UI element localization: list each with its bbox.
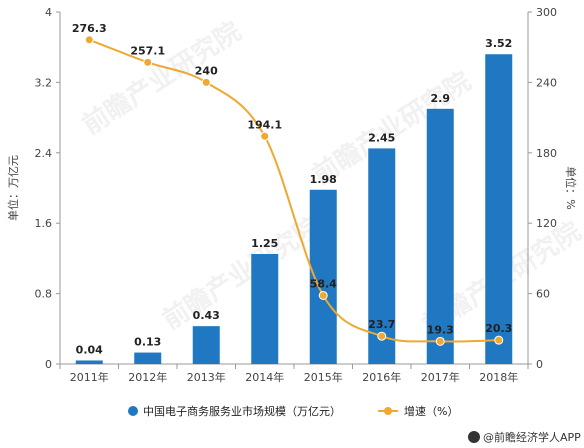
legend-line-label: 增速（%） [404,404,458,418]
y2-tick-label: 0 [536,358,543,371]
x-tick-label: 2017年 [421,370,460,384]
y2-tick-label: 240 [536,76,557,89]
bar [192,326,220,364]
qianzhan-logo-icon [468,431,480,443]
x-tick-label: 2015年 [304,370,343,384]
line-point [143,57,153,67]
line-value-label: 240 [195,64,218,77]
bar-value-label: 0.13 [134,336,161,349]
growth-line [88,38,499,343]
x-tick-label: 2012年 [128,370,167,384]
line-point [435,336,445,346]
y2-tick-label: 180 [536,147,557,160]
bar [368,148,396,364]
x-tick-label: 2013年 [187,370,226,384]
y-tick-label: 0 [45,358,52,371]
y-tick-label: 2.4 [35,147,53,160]
legend: 中国电子商务服务业市场规模（万亿元） 增速（%） [128,404,458,418]
axes: 0 0.8 1.6 2.4 3.2 4 0 60 120 180 240 300 2011年 2012年 2… [6,6,578,384]
line-value-label: 20.3 [485,322,512,335]
line-value-label: 58.4 [310,277,337,290]
bar [75,360,103,364]
line-point [318,290,328,300]
line-value-label: 257.1 [130,44,165,57]
credit-text: @前瞻经济学人APP [483,430,581,444]
x-tick-label: 2016年 [362,370,401,384]
x-tick-label: 2011年 [70,370,109,384]
x-tick-label: 2014年 [245,370,284,384]
legend-bar-label: 中国电子商务服务业市场规模（万亿元） [143,404,341,418]
x-tick-label: 2018年 [479,370,518,384]
y-tick-label: 0.8 [35,288,53,301]
y2-tick-label: 120 [536,217,557,230]
y-axis-title: 单位：万亿元 [6,155,20,221]
y2-axis-title: 单位：% [564,166,578,209]
line-layer [84,35,504,346]
line-point [201,77,211,87]
bars-layer [75,54,513,365]
data-labels: 0.04 0.13 0.43 1.25 1.98 2.45 2.9 3.52 276.3 257.… [72,22,512,357]
watermark: 前瞻产业研究院 [157,211,327,336]
credit: @前瞻经济学人APP [468,430,581,444]
line-value-label: 19.3 [427,323,454,336]
bar [426,108,454,364]
bar-value-label: 3.52 [485,37,512,50]
bar-value-label: 0.43 [193,309,220,322]
line-value-label: 194.1 [247,118,282,131]
bar-value-label: 2.9 [431,92,451,105]
bar [251,254,279,364]
bar-value-label: 0.04 [76,343,103,356]
legend-line-dot [384,407,392,415]
line-point [377,331,387,341]
bar [485,54,513,365]
bar [134,352,162,364]
y-tick-label: 3.2 [35,76,53,89]
legend-bar-marker [128,406,138,416]
bar-value-label: 2.45 [368,131,395,144]
line-point [84,35,94,45]
y-tick-label: 4 [45,6,52,19]
bar-value-label: 1.25 [251,237,278,250]
line-point [260,131,270,141]
y2-tick-label: 300 [536,6,557,19]
line-value-label: 276.3 [72,22,107,35]
bar-value-label: 1.98 [310,173,337,186]
y-tick-label: 1.6 [35,217,53,230]
line-point [494,335,504,345]
line-value-label: 23.7 [368,318,395,331]
y2-tick-label: 60 [536,288,550,301]
